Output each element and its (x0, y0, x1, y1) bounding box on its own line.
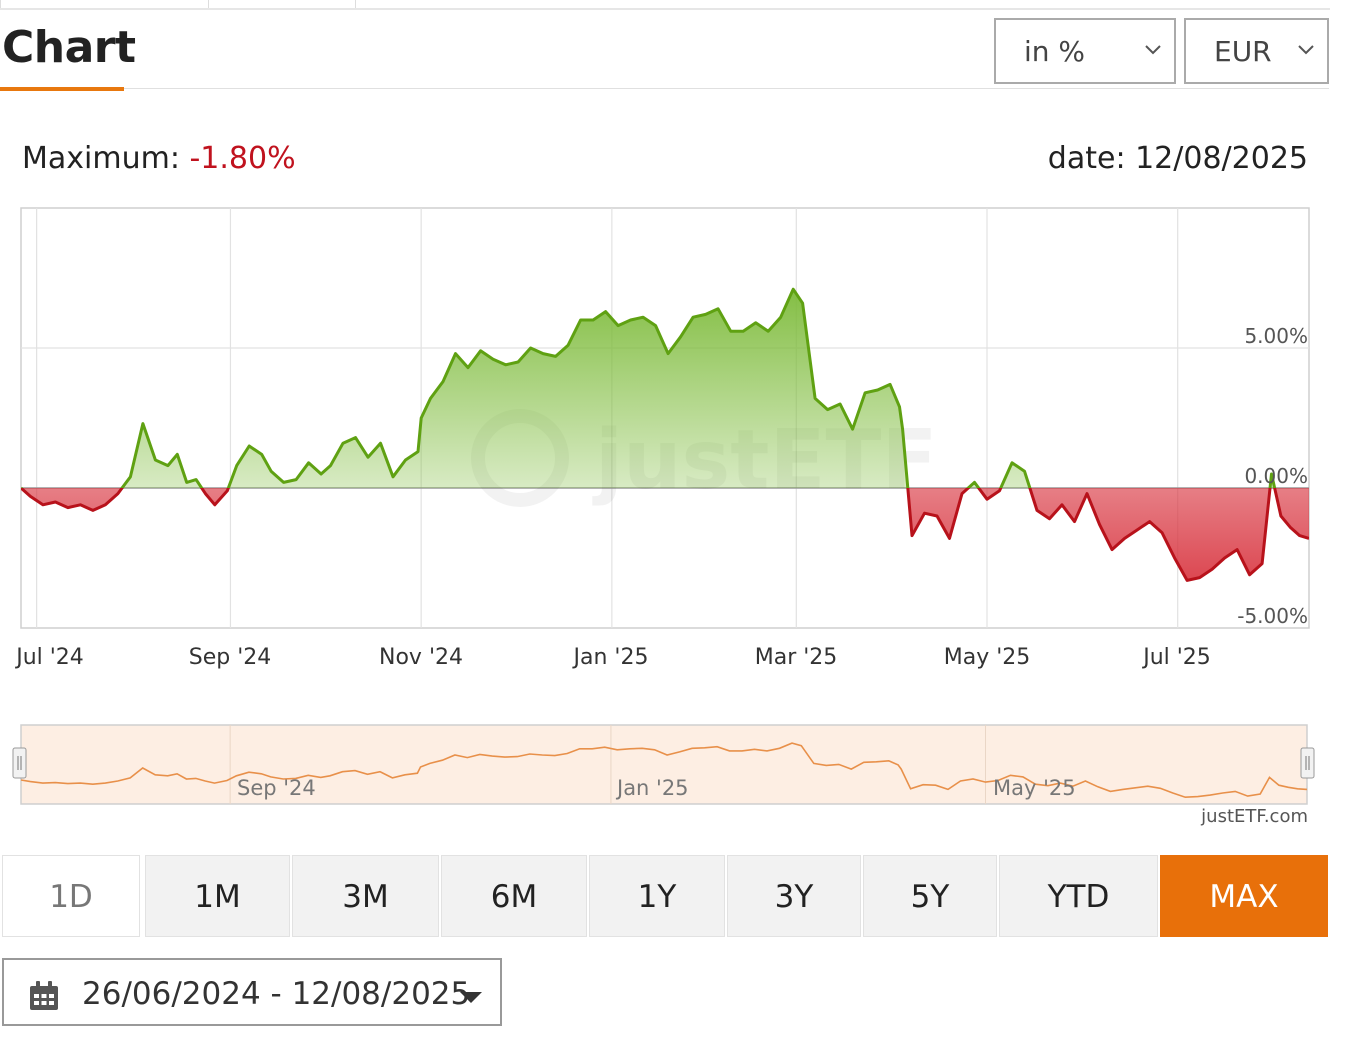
navigator-label: May '25 (993, 776, 1076, 800)
navigator-label: Jan '25 (617, 776, 689, 800)
positive-area (21, 289, 1309, 488)
currency-select[interactable]: EUR (1184, 18, 1329, 84)
chevron-down-icon (1298, 45, 1314, 55)
navigator-line (20, 742, 1308, 799)
title-rule (124, 88, 1329, 89)
chart-credit[interactable]: justETF.com (1201, 806, 1308, 827)
x-tick-label: Jul '24 (16, 645, 84, 670)
top-tab-bar (0, 0, 1358, 10)
range-button-1d[interactable]: 1D (2, 855, 140, 937)
date-range-picker[interactable]: 26/06/2024 - 12/08/2025 (2, 958, 502, 1026)
x-tick-label: Nov '24 (379, 645, 463, 670)
navigator-left-handle[interactable] (12, 747, 27, 779)
maximum-label: Maximum: (22, 141, 180, 176)
negative-area (21, 488, 1309, 581)
navigator-selection (20, 724, 1308, 805)
range-navigator[interactable] (0, 718, 1358, 810)
range-button-1m[interactable]: 1M (145, 855, 290, 937)
range-button-1y[interactable]: 1Y (589, 855, 725, 937)
x-tick-label: Sep '24 (188, 645, 272, 670)
maximum-value: -1.80% (189, 141, 296, 176)
range-button-5y[interactable]: 5Y (863, 855, 997, 937)
navigator-label: Sep '24 (237, 776, 316, 800)
unit-select-value: in % (1024, 35, 1086, 68)
page-title: Chart (2, 22, 136, 73)
top-rule (0, 8, 1330, 10)
calendar-icon (30, 981, 58, 1010)
x-tick-label: Mar '25 (754, 645, 838, 670)
range-button-3m[interactable]: 3M (292, 855, 439, 937)
range-button-ytd[interactable]: YTD (999, 855, 1158, 937)
x-tick-label: May '25 (943, 645, 1031, 670)
chevron-down-icon (1145, 45, 1161, 55)
navigator-right-handle[interactable] (1300, 747, 1315, 779)
y-tick-label: -5.00% (1237, 604, 1308, 628)
y-tick-label: 5.00% (1244, 324, 1308, 348)
positive-line (21, 287, 1277, 488)
unit-select[interactable]: in % (994, 18, 1176, 84)
range-button-3y[interactable]: 3Y (727, 855, 861, 937)
currency-select-value: EUR (1214, 35, 1272, 68)
range-button-6m[interactable]: 6M (441, 855, 587, 937)
range-button-max[interactable]: MAX (1160, 855, 1328, 937)
negative-line (21, 488, 1309, 582)
x-tick-label: Jul '25 (1143, 645, 1211, 670)
caret-down-icon (460, 992, 482, 1003)
date-range-text: 26/06/2024 - 12/08/2025 (82, 976, 471, 1012)
range-selector: 1D 1M 3M 6M 1Y 3Y 5Y YTD MAX (2, 855, 1328, 937)
maximum-readout: Maximum: -1.80% (22, 141, 296, 176)
y-tick-label: 0.00% (1244, 464, 1308, 488)
date-readout: date: 12/08/2025 (1047, 141, 1308, 176)
performance-chart[interactable]: justETF (0, 200, 1358, 640)
title-underline (0, 87, 124, 91)
x-tick-label: Jan '25 (573, 645, 649, 670)
